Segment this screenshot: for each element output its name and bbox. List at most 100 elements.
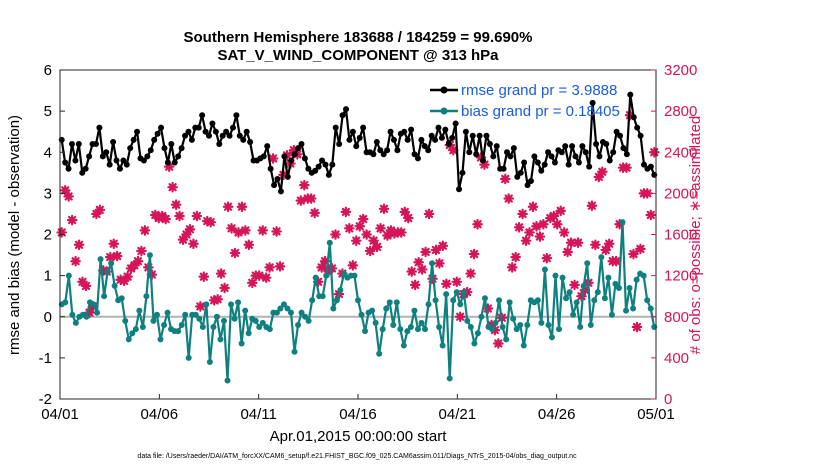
rmse-point bbox=[209, 120, 216, 127]
obs-point bbox=[378, 203, 390, 215]
bias-point bbox=[355, 297, 361, 304]
bias-point bbox=[69, 311, 76, 318]
bias-point bbox=[386, 299, 393, 306]
rmse-point bbox=[500, 165, 507, 172]
bias-point bbox=[647, 305, 654, 312]
bias-point bbox=[178, 321, 185, 328]
bias-point bbox=[587, 321, 594, 328]
obs-point bbox=[295, 195, 307, 206]
obs-point bbox=[368, 235, 379, 246]
bias-point bbox=[118, 295, 125, 302]
obs-point bbox=[596, 166, 608, 178]
plot-area bbox=[56, 69, 660, 400]
obs-point bbox=[94, 204, 106, 216]
rmse-point bbox=[182, 132, 189, 139]
rmse-point bbox=[96, 124, 103, 131]
obs-point bbox=[517, 208, 528, 220]
obs-point bbox=[229, 247, 241, 259]
rmse-point bbox=[469, 132, 476, 139]
rmse-point bbox=[271, 182, 278, 189]
bias-point bbox=[425, 301, 432, 308]
rmse-point bbox=[421, 143, 428, 150]
rmse-point bbox=[178, 145, 185, 152]
bias-point bbox=[333, 297, 340, 304]
bias-point bbox=[453, 289, 460, 296]
bias-point bbox=[62, 299, 69, 306]
obs-point bbox=[590, 239, 601, 251]
rmse-point bbox=[161, 145, 168, 152]
rmse-point bbox=[404, 136, 411, 143]
bias-point bbox=[414, 326, 421, 333]
bias-point bbox=[559, 274, 566, 281]
obs-point bbox=[274, 261, 286, 272]
obs-point bbox=[548, 210, 560, 222]
obs-point bbox=[416, 264, 428, 275]
rmse-point bbox=[490, 153, 497, 160]
rmse-point bbox=[315, 163, 322, 170]
obs-point bbox=[413, 256, 424, 268]
obs-point bbox=[513, 222, 525, 233]
obs-point bbox=[506, 262, 518, 273]
rmse-point bbox=[524, 182, 531, 189]
bias-point bbox=[478, 313, 485, 320]
obs-point bbox=[215, 268, 227, 279]
obs-point bbox=[240, 225, 251, 236]
rmse-point bbox=[538, 167, 545, 174]
rmse-point bbox=[134, 128, 141, 135]
bias-point bbox=[548, 334, 555, 341]
left-tick-label: 4 bbox=[44, 144, 52, 161]
rmse-point bbox=[545, 149, 552, 156]
bias-point bbox=[312, 274, 319, 281]
bias-point bbox=[457, 301, 464, 308]
rmse-point bbox=[562, 143, 569, 150]
bias-point bbox=[541, 266, 548, 273]
rmse-point bbox=[377, 147, 384, 154]
obs-point bbox=[454, 311, 466, 323]
rmse-point bbox=[620, 145, 627, 152]
obs-point bbox=[572, 237, 584, 249]
rmse-point bbox=[360, 124, 367, 131]
obs-point bbox=[531, 220, 542, 232]
chart-title-line2: SAT_V_WIND_COMPONENT @ 313 hPa bbox=[217, 47, 499, 64]
rmse-point bbox=[329, 161, 336, 168]
bias-point bbox=[499, 324, 506, 331]
bias-point bbox=[467, 324, 474, 331]
bias-point bbox=[400, 342, 407, 349]
legend-bias-marker bbox=[440, 107, 448, 115]
bias-point bbox=[619, 219, 626, 226]
bias-point bbox=[136, 307, 143, 314]
rmse-point bbox=[483, 132, 490, 139]
bias-point bbox=[238, 340, 245, 347]
bias-point bbox=[266, 326, 273, 333]
obs-point bbox=[347, 260, 359, 271]
obs-point bbox=[354, 220, 366, 232]
bias-point bbox=[256, 324, 263, 331]
obs-point bbox=[465, 268, 476, 279]
bias-point bbox=[612, 280, 619, 287]
bias-point bbox=[492, 319, 499, 326]
rmse-point bbox=[288, 157, 295, 164]
left-tick-label: 3 bbox=[44, 185, 52, 202]
rmse-point bbox=[68, 141, 75, 148]
bias-point bbox=[517, 321, 524, 328]
obs-point bbox=[298, 179, 310, 191]
rmse-point bbox=[158, 124, 165, 131]
bias-point bbox=[439, 342, 446, 349]
bias-point bbox=[594, 289, 601, 296]
bias-point bbox=[305, 317, 312, 324]
bias-point bbox=[450, 297, 457, 304]
bias-point bbox=[139, 324, 146, 331]
rmse-point bbox=[92, 141, 99, 148]
rmse-point bbox=[390, 136, 397, 143]
bias-point bbox=[72, 319, 79, 326]
bias-point bbox=[510, 315, 517, 322]
bias-point bbox=[199, 324, 206, 331]
rmse-point bbox=[106, 161, 113, 168]
rmse-point bbox=[65, 165, 72, 172]
rmse-point bbox=[346, 136, 353, 143]
rmse-point bbox=[140, 157, 147, 164]
rmse-point bbox=[569, 143, 576, 150]
rmse-point bbox=[486, 141, 493, 148]
bias-point bbox=[552, 272, 559, 279]
